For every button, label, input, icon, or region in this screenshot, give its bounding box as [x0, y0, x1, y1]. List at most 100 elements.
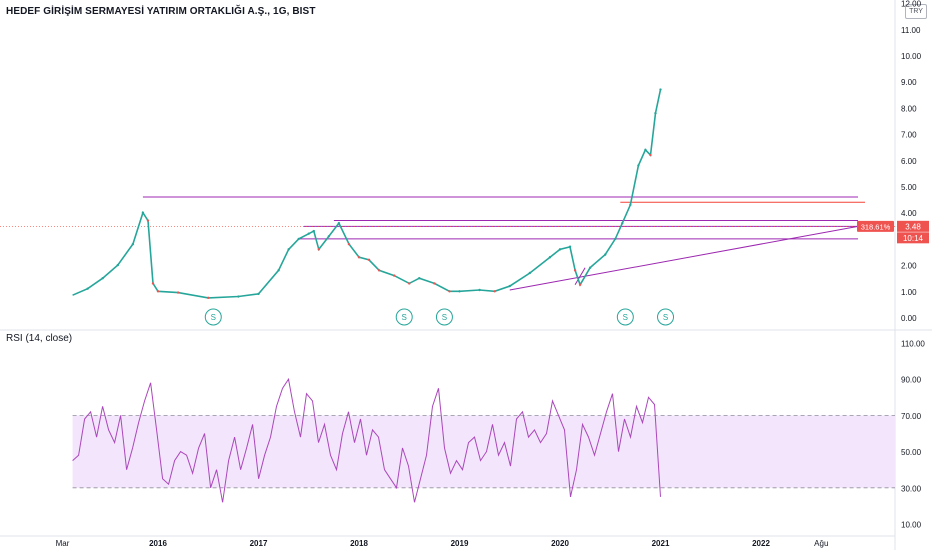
price-point	[392, 274, 396, 277]
split-marker	[616, 308, 634, 326]
price-point	[478, 288, 481, 292]
split-marker	[657, 308, 675, 326]
last-price-label: 3.48	[905, 222, 921, 231]
price-point	[458, 290, 461, 293]
rsi-tick-label: 30.00	[901, 484, 922, 493]
price-point	[558, 248, 562, 251]
price-tick-label: 11.00	[901, 26, 921, 35]
price-tick-label: 1.00	[901, 288, 917, 297]
trend-connector-line	[574, 267, 586, 286]
price-point	[604, 253, 607, 256]
price-point	[654, 111, 657, 115]
rising-trend-line	[509, 225, 859, 291]
price-point	[287, 248, 290, 251]
price-point	[578, 283, 582, 286]
price-point	[317, 248, 320, 251]
price-point	[257, 292, 260, 296]
countdown-label: 10:14	[903, 234, 924, 243]
currency-badge[interactable]: TRY	[905, 4, 927, 19]
price-point	[297, 237, 300, 241]
price-point	[156, 290, 160, 293]
price-series-line	[72, 89, 662, 299]
percent-label: 318.61%	[861, 222, 891, 231]
time-tick-label: 2017	[250, 539, 268, 548]
price-tick-label: 9.00	[901, 78, 917, 87]
price-point	[659, 88, 662, 91]
rsi-tick-label: 70.00	[901, 412, 922, 421]
price-point	[101, 277, 104, 280]
price-point	[493, 290, 496, 293]
price-point	[237, 295, 240, 298]
time-tick-label: Mar	[56, 539, 70, 548]
price-tick-label: 8.00	[901, 104, 917, 113]
price-point	[508, 284, 511, 288]
price-tick-label: 6.00	[901, 157, 917, 166]
price-point	[327, 235, 331, 238]
rsi-tick-label: 10.00	[901, 521, 922, 530]
price-point	[548, 256, 552, 259]
countdown-box	[897, 232, 929, 244]
price-tick-label: 12.00	[901, 0, 922, 9]
price-point	[146, 219, 150, 222]
rsi-tick-label: 90.00	[901, 376, 922, 385]
rsi-indicator-label[interactable]: RSI (14, close)	[6, 333, 73, 344]
price-point	[418, 277, 421, 280]
price-point	[337, 221, 341, 225]
time-tick-label: 2021	[652, 539, 670, 548]
price-point	[277, 269, 280, 272]
price-point	[367, 258, 371, 262]
price-point	[141, 211, 145, 214]
price-point	[621, 221, 624, 225]
price-point	[629, 203, 632, 207]
price-tick-label: 2.00	[901, 262, 917, 271]
price-point	[644, 148, 647, 152]
rsi-overbought-oversold-band	[72, 415, 895, 488]
time-tick-label: Ağu	[814, 539, 828, 548]
price-point	[312, 229, 315, 233]
price-tick-label: 0.00	[901, 314, 917, 323]
time-tick-label: 2020	[551, 539, 569, 548]
price-point	[568, 245, 572, 248]
rsi-series-line	[72, 377, 661, 503]
price-point	[377, 269, 381, 272]
price-point	[307, 232, 310, 235]
time-tick-label: 2019	[451, 539, 469, 548]
price-point	[151, 282, 155, 285]
price-tick-label: 7.00	[901, 131, 917, 140]
time-tick-label: 2018	[350, 539, 368, 548]
rsi-tick-label: 110.00	[901, 340, 925, 349]
split-marker-label: S	[623, 313, 628, 322]
rsi-tick-label: 50.00	[901, 448, 922, 457]
percent-label-box	[857, 220, 894, 232]
page-title: HEDEF GİRİŞİM SERMAYESİ YATIRIM ORTAKLIĞ…	[6, 6, 316, 17]
price-point	[448, 290, 451, 293]
price-point	[528, 271, 532, 275]
split-marker	[204, 308, 222, 326]
price-point	[357, 256, 361, 259]
price-point	[433, 282, 436, 285]
price-point	[86, 287, 89, 290]
split-marker-label: S	[663, 313, 668, 322]
price-tick-label: 10.00	[901, 52, 922, 61]
price-point	[573, 269, 577, 272]
price-point	[347, 242, 351, 246]
price-point	[176, 291, 180, 294]
price-point	[207, 296, 210, 300]
price-point	[131, 242, 135, 246]
split-marker-label: S	[211, 313, 216, 322]
price-tick-label: 5.00	[901, 183, 917, 192]
price-point	[116, 263, 120, 267]
split-marker	[435, 308, 453, 326]
time-tick-label: 2016	[149, 539, 167, 548]
split-marker-label: S	[442, 313, 447, 322]
price-point	[637, 164, 640, 167]
price-point	[649, 153, 652, 157]
time-tick-label: 2022	[752, 539, 770, 548]
price-tick-label: 4.00	[901, 209, 917, 218]
split-marker-label: S	[402, 313, 407, 322]
price-point	[588, 266, 592, 269]
last-price-box	[897, 220, 929, 232]
price-point	[614, 237, 617, 241]
